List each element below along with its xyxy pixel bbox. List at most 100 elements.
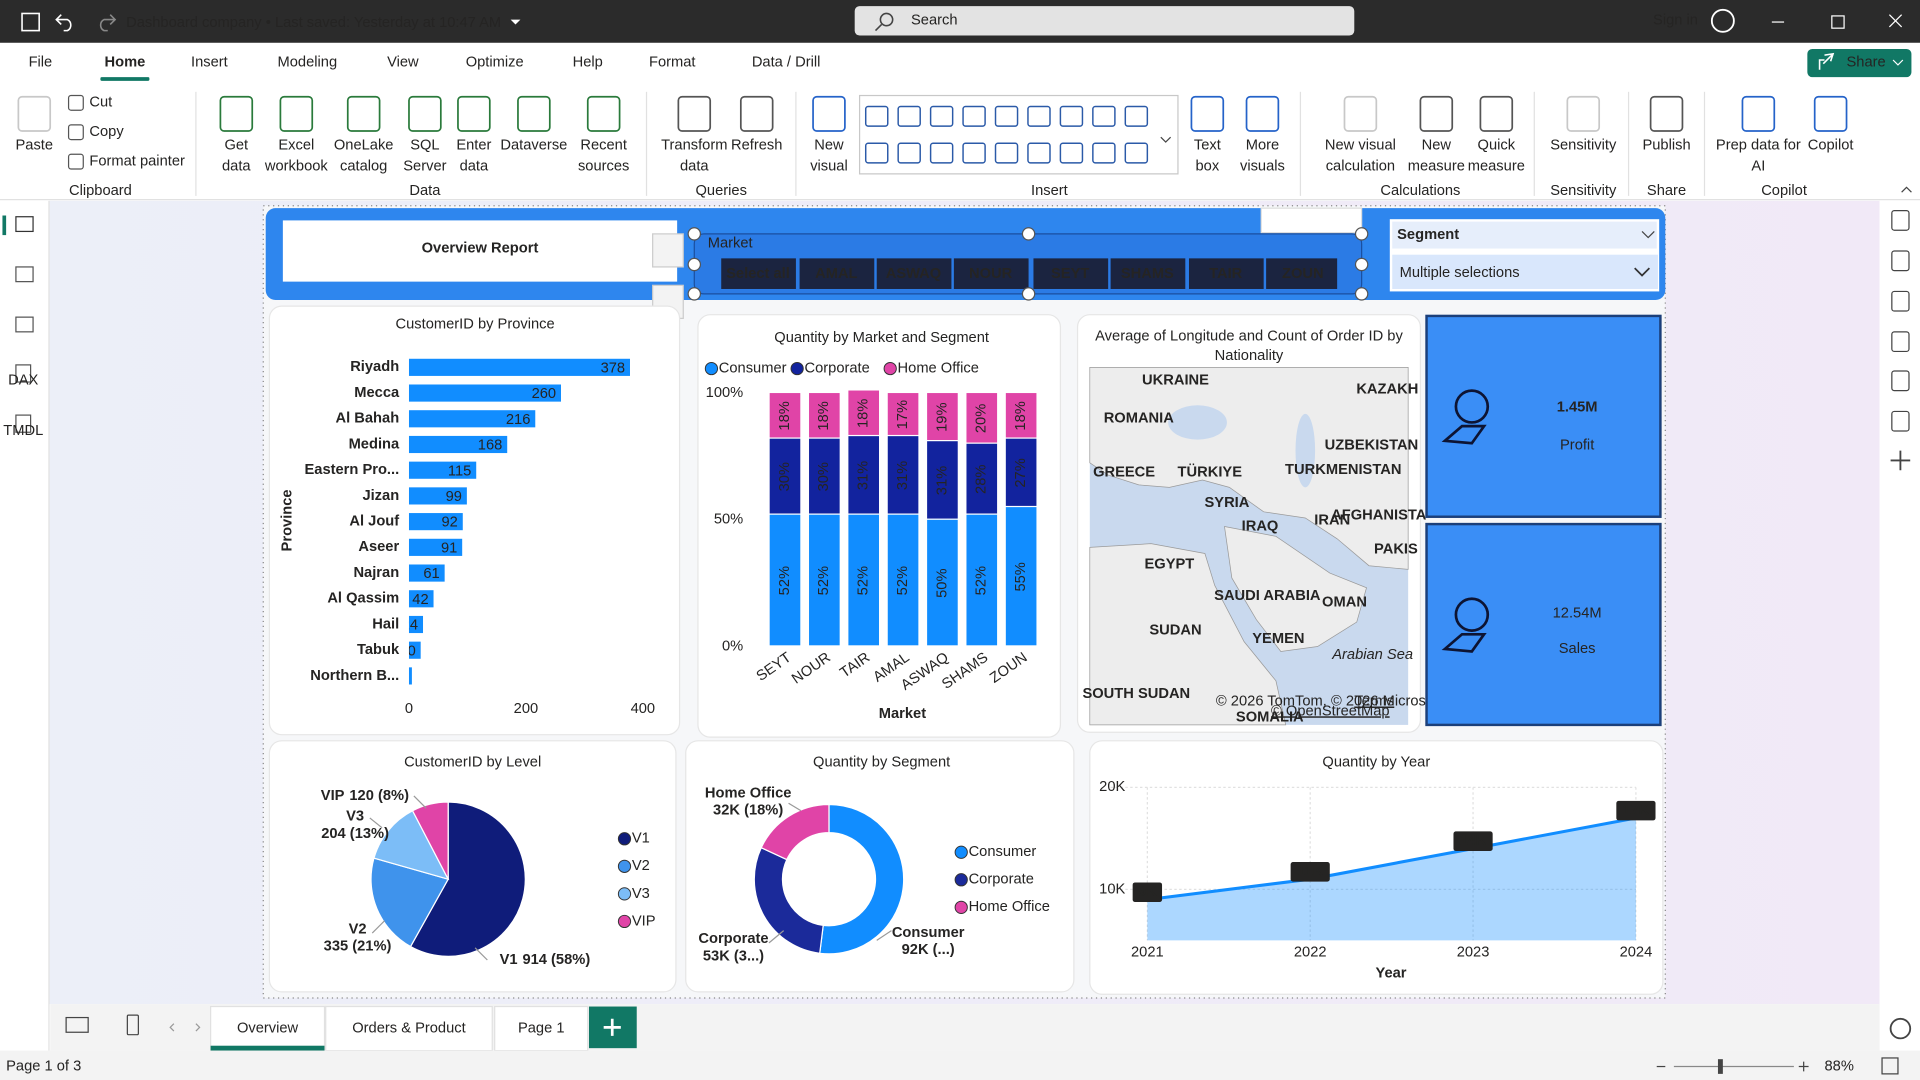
resize-handle[interactable]: [687, 227, 702, 241]
ribbon-button-label[interactable]: Cut: [89, 95, 112, 111]
menu-tab[interactable]: File: [29, 54, 53, 70]
menu-tab[interactable]: View: [387, 54, 419, 70]
gallery-visual[interactable]: [1124, 142, 1149, 164]
pane-icon[interactable]: [1891, 331, 1910, 353]
resize-handle[interactable]: [1354, 257, 1369, 272]
ribbon-button-label[interactable]: Get: [224, 138, 248, 154]
gallery-visual[interactable]: [1027, 142, 1051, 164]
format-visual-button[interactable]: [652, 233, 684, 268]
legend-label[interactable]: Consumer: [719, 360, 787, 376]
tab-scroll[interactable]: [169, 1023, 201, 1032]
ribbon-button-label[interactable]: measure: [1468, 158, 1525, 174]
slicer-button-label[interactable]: NOUR: [969, 266, 1013, 282]
ribbon-button-label[interactable]: New: [814, 138, 844, 154]
menu-tab[interactable]: Data / Drill: [752, 54, 821, 70]
legend-label[interactable]: VIP: [632, 913, 656, 929]
gallery-visual[interactable]: [962, 142, 986, 164]
ribbon-collapse[interactable]: [1901, 186, 1912, 193]
ribbon-button-label[interactable]: box: [1196, 158, 1220, 174]
map-terms[interactable]: Terms: [1354, 694, 1394, 710]
menu-tab[interactable]: Help: [573, 54, 603, 70]
ribbon-button-label[interactable]: workbook: [264, 158, 329, 174]
tmdl-view-icon[interactable]: [15, 414, 32, 433]
slicer-button[interactable]: [799, 258, 875, 289]
legend-label[interactable]: Home Office: [969, 899, 1050, 915]
legend-label[interactable]: V2: [632, 858, 650, 874]
ribbon-button-label[interactable]: SQL: [410, 138, 439, 154]
ribbon-button-label[interactable]: Copy: [89, 124, 124, 140]
ribbon-button-label[interactable]: More: [1246, 138, 1279, 154]
gallery-visual[interactable]: [864, 142, 889, 164]
slicer-button-label[interactable]: TAIR: [1209, 266, 1243, 282]
ribbon-button-label[interactable]: Publish: [1642, 138, 1690, 154]
map-osm[interactable]: © OpenStreetMap: [1271, 703, 1390, 719]
ribbon-button-label[interactable]: data: [222, 158, 251, 174]
resize-handle[interactable]: [1021, 227, 1036, 241]
ribbon-button-label[interactable]: data: [460, 158, 489, 174]
menu-tab[interactable]: Format: [649, 54, 696, 70]
gallery-visual[interactable]: [994, 142, 1019, 164]
gallery-visual[interactable]: [962, 105, 986, 127]
resize-handle[interactable]: [1354, 287, 1369, 301]
close[interactable]: [1888, 14, 1903, 28]
fit-page[interactable]: [1881, 1057, 1899, 1075]
ribbon-button-label[interactable]: Server: [403, 158, 446, 174]
ribbon-button-label[interactable]: Prep data for: [1716, 138, 1801, 154]
title-chevron[interactable]: [510, 19, 521, 25]
gallery-visual[interactable]: [1059, 142, 1084, 164]
dax-view-icon[interactable]: [15, 364, 32, 383]
desktop-view-icon[interactable]: [65, 1016, 89, 1033]
legend-label[interactable]: Home Office: [898, 360, 979, 376]
share-button[interactable]: [1807, 48, 1912, 78]
pane-icon[interactable]: [1891, 250, 1910, 272]
menu-tab[interactable]: Modeling: [278, 54, 338, 70]
mobile-view-icon[interactable]: [126, 1014, 139, 1036]
ribbon-button-label[interactable]: Enter: [456, 138, 491, 154]
pane-icon[interactable]: [1891, 370, 1910, 392]
ribbon-button-label[interactable]: measure: [1408, 158, 1465, 174]
ribbon-button-label[interactable]: New: [1422, 138, 1452, 154]
ribbon-button-label[interactable]: New visual: [1325, 138, 1396, 154]
page-tab[interactable]: [494, 1005, 589, 1052]
gallery-visual[interactable]: [897, 105, 921, 127]
gallery-visual[interactable]: [1092, 142, 1116, 164]
ribbon-button-label[interactable]: Recent: [580, 138, 627, 154]
search-box[interactable]: [854, 6, 1355, 36]
add-pane[interactable]: [1890, 450, 1911, 471]
legend-label[interactable]: Corporate: [969, 872, 1034, 888]
page-tab-label[interactable]: Page 1: [518, 1020, 565, 1036]
ribbon-button-label[interactable]: AI: [1751, 158, 1765, 174]
ribbon-button-label[interactable]: Sensitivity: [1550, 138, 1617, 154]
ribbon-button-label[interactable]: Refresh: [731, 138, 782, 154]
menu-tab[interactable]: Insert: [191, 54, 228, 70]
report-view-icon[interactable]: [15, 216, 34, 233]
gallery-visual[interactable]: [994, 105, 1019, 127]
slicer-button[interactable]: [1033, 258, 1109, 289]
dropdown-value[interactable]: Multiple selections: [1400, 265, 1520, 281]
slicer-button[interactable]: [1188, 258, 1264, 289]
resize-handle[interactable]: [687, 257, 702, 272]
resize-handle[interactable]: [687, 287, 702, 301]
ribbon-button-label[interactable]: calculation: [1326, 158, 1395, 174]
gallery-visual[interactable]: [897, 142, 921, 164]
ribbon-button-label[interactable]: Copilot: [1808, 138, 1854, 154]
pane-icon[interactable]: [1891, 290, 1910, 312]
page-tab-label[interactable]: Orders & Product: [352, 1020, 465, 1036]
segment-dropdown[interactable]: [1392, 254, 1658, 289]
gallery-visual[interactable]: [1027, 105, 1051, 127]
slicer-button-label[interactable]: AMAL: [815, 266, 857, 282]
ribbon-button-label[interactable]: OneLake: [334, 138, 394, 154]
slicer-button[interactable]: [1266, 258, 1338, 289]
menu-tab[interactable]: Home: [104, 54, 145, 70]
table-view-icon[interactable]: [15, 266, 34, 283]
ribbon-button-label[interactable]: Dataverse: [500, 138, 567, 154]
slicer-button-label[interactable]: SHAMS: [1121, 266, 1174, 282]
gallery-visual[interactable]: [929, 142, 954, 164]
avatar[interactable]: [1710, 8, 1735, 33]
resize-handle[interactable]: [1021, 287, 1036, 301]
slicer-button-label[interactable]: ZOUN: [1282, 266, 1324, 282]
model-view-icon[interactable]: [15, 316, 34, 333]
gallery-more[interactable]: [1160, 136, 1172, 143]
slicer-button-label[interactable]: ASWAQ: [886, 266, 942, 282]
zoom-thumb[interactable]: [1717, 1059, 1723, 1074]
